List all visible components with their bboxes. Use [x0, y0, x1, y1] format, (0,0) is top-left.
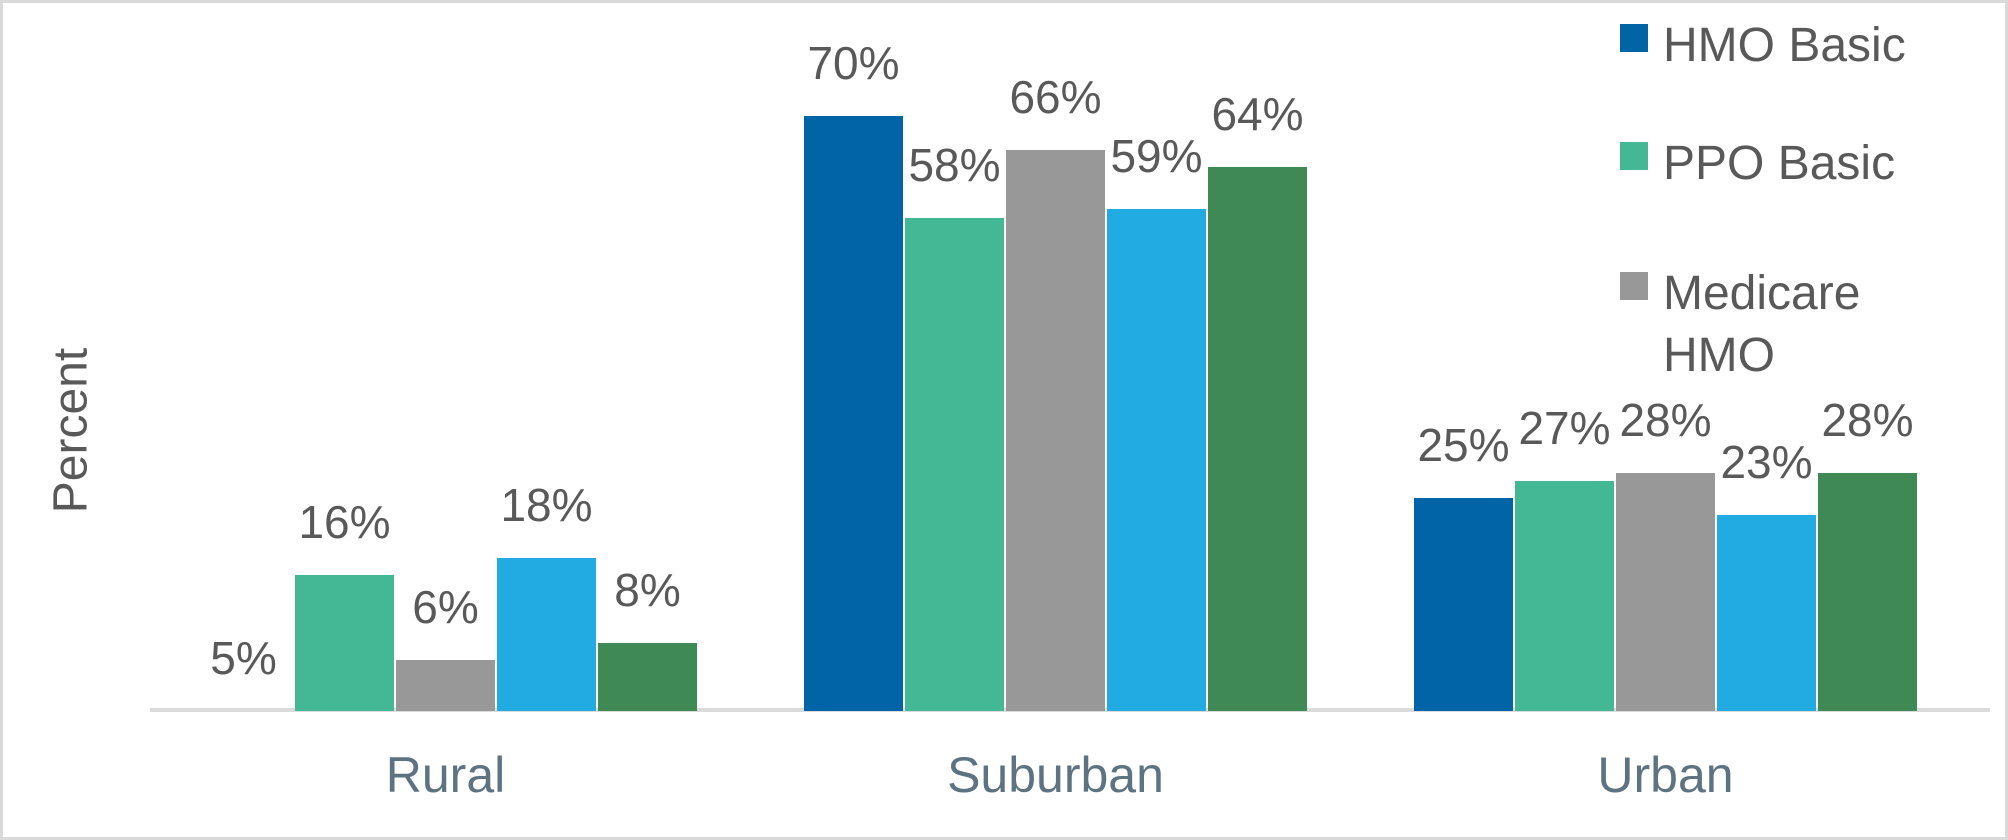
- bar-ppo-basic-suburban: [905, 218, 1004, 711]
- bar-series-5-urban: [1818, 473, 1917, 711]
- data-label-medicare-hmo-rural: 6%: [412, 581, 479, 633]
- legend-item-hmo-basic: HMO Basic: [1620, 15, 1953, 77]
- bar-medicare-hmo-rural: [396, 660, 495, 711]
- data-label-ppo-basic-urban: 27%: [1518, 402, 1611, 454]
- legend-item-ppo-basic: PPO Basic: [1620, 133, 1953, 195]
- data-label-ppo-basic-rural: 16%: [298, 496, 391, 548]
- data-label-series-4-suburban: 59%: [1110, 130, 1203, 182]
- bar-hmo-basic-urban: [1414, 498, 1513, 711]
- data-label-series-4-urban: 23%: [1720, 436, 1813, 488]
- data-label-series-5-rural: 8%: [614, 564, 681, 616]
- bar-series-4-rural: [497, 558, 596, 711]
- bar-ppo-basic-rural: [295, 575, 394, 711]
- bar-medicare-hmo-urban: [1616, 473, 1715, 711]
- data-label-hmo-basic-urban: 25%: [1417, 419, 1510, 471]
- y-axis-title: Percent: [44, 347, 98, 514]
- bar-series-4-suburban: [1107, 209, 1206, 711]
- legend-swatch-medicare-hmo-icon: [1620, 272, 1648, 300]
- data-label-medicare-hmo-urban: 28%: [1619, 394, 1712, 446]
- category-label-rural: Rural: [385, 747, 506, 803]
- bar-series-5-suburban: [1208, 167, 1307, 711]
- bar-hmo-basic-suburban: [804, 116, 903, 711]
- bar-series-5-rural: [598, 643, 697, 711]
- legend-label-hmo-basic: HMO Basic: [1663, 19, 1906, 72]
- data-label-ppo-basic-suburban: 58%: [908, 139, 1001, 191]
- data-label-series-5-urban: 28%: [1821, 394, 1914, 446]
- bar-ppo-basic-urban: [1515, 481, 1614, 711]
- legend-label-ppo-basic: PPO Basic: [1663, 137, 1896, 190]
- data-label-hmo-basic-suburban: 70%: [807, 37, 900, 89]
- data-label-series-5-suburban: 64%: [1211, 88, 1304, 140]
- data-label-medicare-hmo-suburban: 66%: [1009, 71, 1102, 123]
- data-label-hmo-basic-rural: 5%: [210, 632, 277, 684]
- legend-item-medicare-hmo: Medicare HMO: [1620, 263, 1953, 387]
- bar-medicare-hmo-suburban: [1006, 150, 1105, 711]
- category-label-urban: Urban: [1597, 747, 1734, 803]
- legend-swatch-hmo-basic-icon: [1620, 24, 1648, 52]
- data-label-series-4-rural: 18%: [500, 479, 593, 531]
- category-label-suburban: Suburban: [947, 747, 1164, 803]
- legend-swatch-ppo-basic-icon: [1620, 142, 1648, 170]
- bar-series-4-urban: [1717, 515, 1816, 711]
- legend-label-medicare-hmo: Medicare HMO: [1663, 267, 1861, 382]
